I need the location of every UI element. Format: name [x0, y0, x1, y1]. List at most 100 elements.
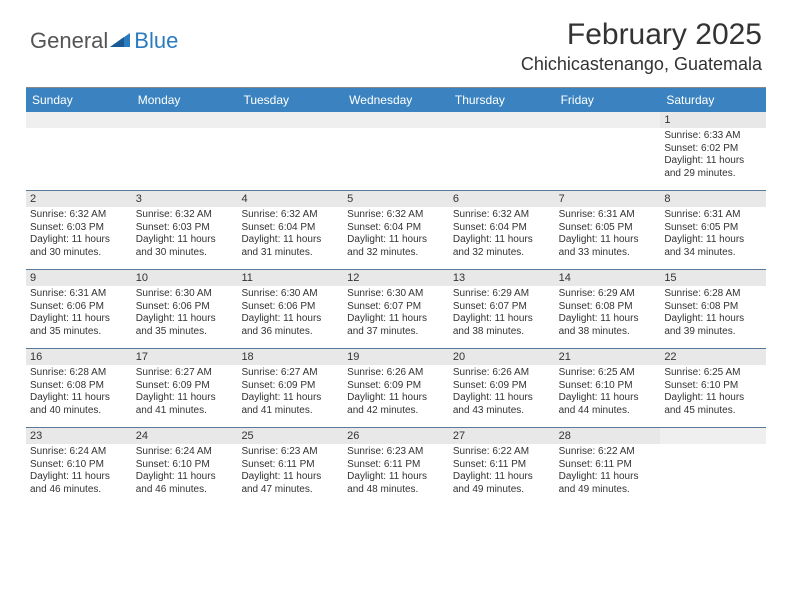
sunrise-text: Sunrise: 6:31 AM: [30, 288, 128, 301]
day-cell: 24Sunrise: 6:24 AMSunset: 6:10 PMDayligh…: [132, 428, 238, 506]
sunrise-text: Sunrise: 6:25 AM: [664, 367, 762, 380]
day-body: Sunrise: 6:23 AMSunset: 6:11 PMDaylight:…: [343, 444, 449, 499]
title-block: February 2025 Chichicastenango, Guatemal…: [521, 18, 762, 75]
day-body: Sunrise: 6:31 AMSunset: 6:06 PMDaylight:…: [26, 286, 132, 341]
sunrise-text: Sunrise: 6:27 AM: [136, 367, 234, 380]
day-body: Sunrise: 6:28 AMSunset: 6:08 PMDaylight:…: [660, 286, 766, 341]
sunrise-text: Sunrise: 6:27 AM: [241, 367, 339, 380]
day-number: [449, 112, 555, 128]
sunrise-text: Sunrise: 6:29 AM: [453, 288, 551, 301]
day-number: [343, 112, 449, 128]
sunrise-text: Sunrise: 6:32 AM: [453, 209, 551, 222]
day-body: Sunrise: 6:30 AMSunset: 6:06 PMDaylight:…: [132, 286, 238, 341]
week-row: 2Sunrise: 6:32 AMSunset: 6:03 PMDaylight…: [26, 190, 766, 269]
sunset-text: Sunset: 6:07 PM: [453, 301, 551, 314]
day-number: 15: [660, 270, 766, 286]
day-body: Sunrise: 6:29 AMSunset: 6:08 PMDaylight:…: [555, 286, 661, 341]
daylight-text: Daylight: 11 hours and 45 minutes.: [664, 392, 762, 417]
logo-triangle-icon: [110, 33, 132, 49]
day-number: 6: [449, 191, 555, 207]
sunset-text: Sunset: 6:08 PM: [664, 301, 762, 314]
day-cell: 26Sunrise: 6:23 AMSunset: 6:11 PMDayligh…: [343, 428, 449, 506]
sunset-text: Sunset: 6:09 PM: [453, 380, 551, 393]
day-number: 7: [555, 191, 661, 207]
daylight-text: Daylight: 11 hours and 41 minutes.: [136, 392, 234, 417]
day-cell: 18Sunrise: 6:27 AMSunset: 6:09 PMDayligh…: [237, 349, 343, 427]
day-body: Sunrise: 6:30 AMSunset: 6:06 PMDaylight:…: [237, 286, 343, 341]
day-body: Sunrise: 6:27 AMSunset: 6:09 PMDaylight:…: [237, 365, 343, 420]
day-cell: 23Sunrise: 6:24 AMSunset: 6:10 PMDayligh…: [26, 428, 132, 506]
day-body: Sunrise: 6:30 AMSunset: 6:07 PMDaylight:…: [343, 286, 449, 341]
sunset-text: Sunset: 6:06 PM: [241, 301, 339, 314]
day-cell: 3Sunrise: 6:32 AMSunset: 6:03 PMDaylight…: [132, 191, 238, 269]
day-body: Sunrise: 6:24 AMSunset: 6:10 PMDaylight:…: [26, 444, 132, 499]
sunrise-text: Sunrise: 6:22 AM: [559, 446, 657, 459]
sunset-text: Sunset: 6:03 PM: [136, 222, 234, 235]
day-cell: 17Sunrise: 6:27 AMSunset: 6:09 PMDayligh…: [132, 349, 238, 427]
sunrise-text: Sunrise: 6:24 AM: [136, 446, 234, 459]
day-cell: 4Sunrise: 6:32 AMSunset: 6:04 PMDaylight…: [237, 191, 343, 269]
day-body: Sunrise: 6:32 AMSunset: 6:03 PMDaylight:…: [132, 207, 238, 262]
day-number: 2: [26, 191, 132, 207]
sunrise-text: Sunrise: 6:32 AM: [347, 209, 445, 222]
sunset-text: Sunset: 6:11 PM: [241, 459, 339, 472]
day-body: Sunrise: 6:26 AMSunset: 6:09 PMDaylight:…: [343, 365, 449, 420]
day-body: Sunrise: 6:25 AMSunset: 6:10 PMDaylight:…: [555, 365, 661, 420]
sunrise-text: Sunrise: 6:33 AM: [664, 130, 762, 143]
sunrise-text: Sunrise: 6:25 AM: [559, 367, 657, 380]
day-number: 25: [237, 428, 343, 444]
day-number: 28: [555, 428, 661, 444]
sunrise-text: Sunrise: 6:28 AM: [664, 288, 762, 301]
day-cell: 9Sunrise: 6:31 AMSunset: 6:06 PMDaylight…: [26, 270, 132, 348]
day-cell: 27Sunrise: 6:22 AMSunset: 6:11 PMDayligh…: [449, 428, 555, 506]
sunrise-text: Sunrise: 6:24 AM: [30, 446, 128, 459]
sunrise-text: Sunrise: 6:32 AM: [30, 209, 128, 222]
sunset-text: Sunset: 6:10 PM: [664, 380, 762, 393]
daylight-text: Daylight: 11 hours and 43 minutes.: [453, 392, 551, 417]
weekday-header-cell: Tuesday: [237, 88, 343, 112]
day-body: Sunrise: 6:28 AMSunset: 6:08 PMDaylight:…: [26, 365, 132, 420]
sunset-text: Sunset: 6:04 PM: [453, 222, 551, 235]
sunrise-text: Sunrise: 6:30 AM: [347, 288, 445, 301]
sunset-text: Sunset: 6:10 PM: [30, 459, 128, 472]
day-number: 10: [132, 270, 238, 286]
sunrise-text: Sunrise: 6:30 AM: [136, 288, 234, 301]
day-number: 26: [343, 428, 449, 444]
day-cell: 16Sunrise: 6:28 AMSunset: 6:08 PMDayligh…: [26, 349, 132, 427]
location-label: Chichicastenango, Guatemala: [521, 54, 762, 75]
weekday-header-cell: Thursday: [449, 88, 555, 112]
sunset-text: Sunset: 6:02 PM: [664, 143, 762, 156]
daylight-text: Daylight: 11 hours and 31 minutes.: [241, 234, 339, 259]
daylight-text: Daylight: 11 hours and 36 minutes.: [241, 313, 339, 338]
sunset-text: Sunset: 6:11 PM: [347, 459, 445, 472]
day-number: [26, 112, 132, 128]
day-number: 21: [555, 349, 661, 365]
day-number: 11: [237, 270, 343, 286]
week-row: 9Sunrise: 6:31 AMSunset: 6:06 PMDaylight…: [26, 269, 766, 348]
daylight-text: Daylight: 11 hours and 47 minutes.: [241, 471, 339, 496]
day-body: Sunrise: 6:33 AMSunset: 6:02 PMDaylight:…: [660, 128, 766, 183]
weekday-header-cell: Friday: [555, 88, 661, 112]
weeks-container: 1Sunrise: 6:33 AMSunset: 6:02 PMDaylight…: [26, 112, 766, 506]
day-number: 16: [26, 349, 132, 365]
day-cell: 8Sunrise: 6:31 AMSunset: 6:05 PMDaylight…: [660, 191, 766, 269]
day-body: Sunrise: 6:27 AMSunset: 6:09 PMDaylight:…: [132, 365, 238, 420]
month-title: February 2025: [521, 18, 762, 52]
day-cell: 1Sunrise: 6:33 AMSunset: 6:02 PMDaylight…: [660, 112, 766, 190]
day-cell: 7Sunrise: 6:31 AMSunset: 6:05 PMDaylight…: [555, 191, 661, 269]
sunrise-text: Sunrise: 6:22 AM: [453, 446, 551, 459]
day-number: 13: [449, 270, 555, 286]
daylight-text: Daylight: 11 hours and 32 minutes.: [347, 234, 445, 259]
sunrise-text: Sunrise: 6:31 AM: [664, 209, 762, 222]
day-number: 27: [449, 428, 555, 444]
weekday-header-row: SundayMondayTuesdayWednesdayThursdayFrid…: [26, 88, 766, 112]
daylight-text: Daylight: 11 hours and 38 minutes.: [559, 313, 657, 338]
sunrise-text: Sunrise: 6:23 AM: [347, 446, 445, 459]
logo-word-2: Blue: [134, 28, 178, 54]
daylight-text: Daylight: 11 hours and 32 minutes.: [453, 234, 551, 259]
day-body: Sunrise: 6:31 AMSunset: 6:05 PMDaylight:…: [660, 207, 766, 262]
week-row: 1Sunrise: 6:33 AMSunset: 6:02 PMDaylight…: [26, 112, 766, 190]
day-cell: 12Sunrise: 6:30 AMSunset: 6:07 PMDayligh…: [343, 270, 449, 348]
day-cell: 21Sunrise: 6:25 AMSunset: 6:10 PMDayligh…: [555, 349, 661, 427]
day-number: 9: [26, 270, 132, 286]
